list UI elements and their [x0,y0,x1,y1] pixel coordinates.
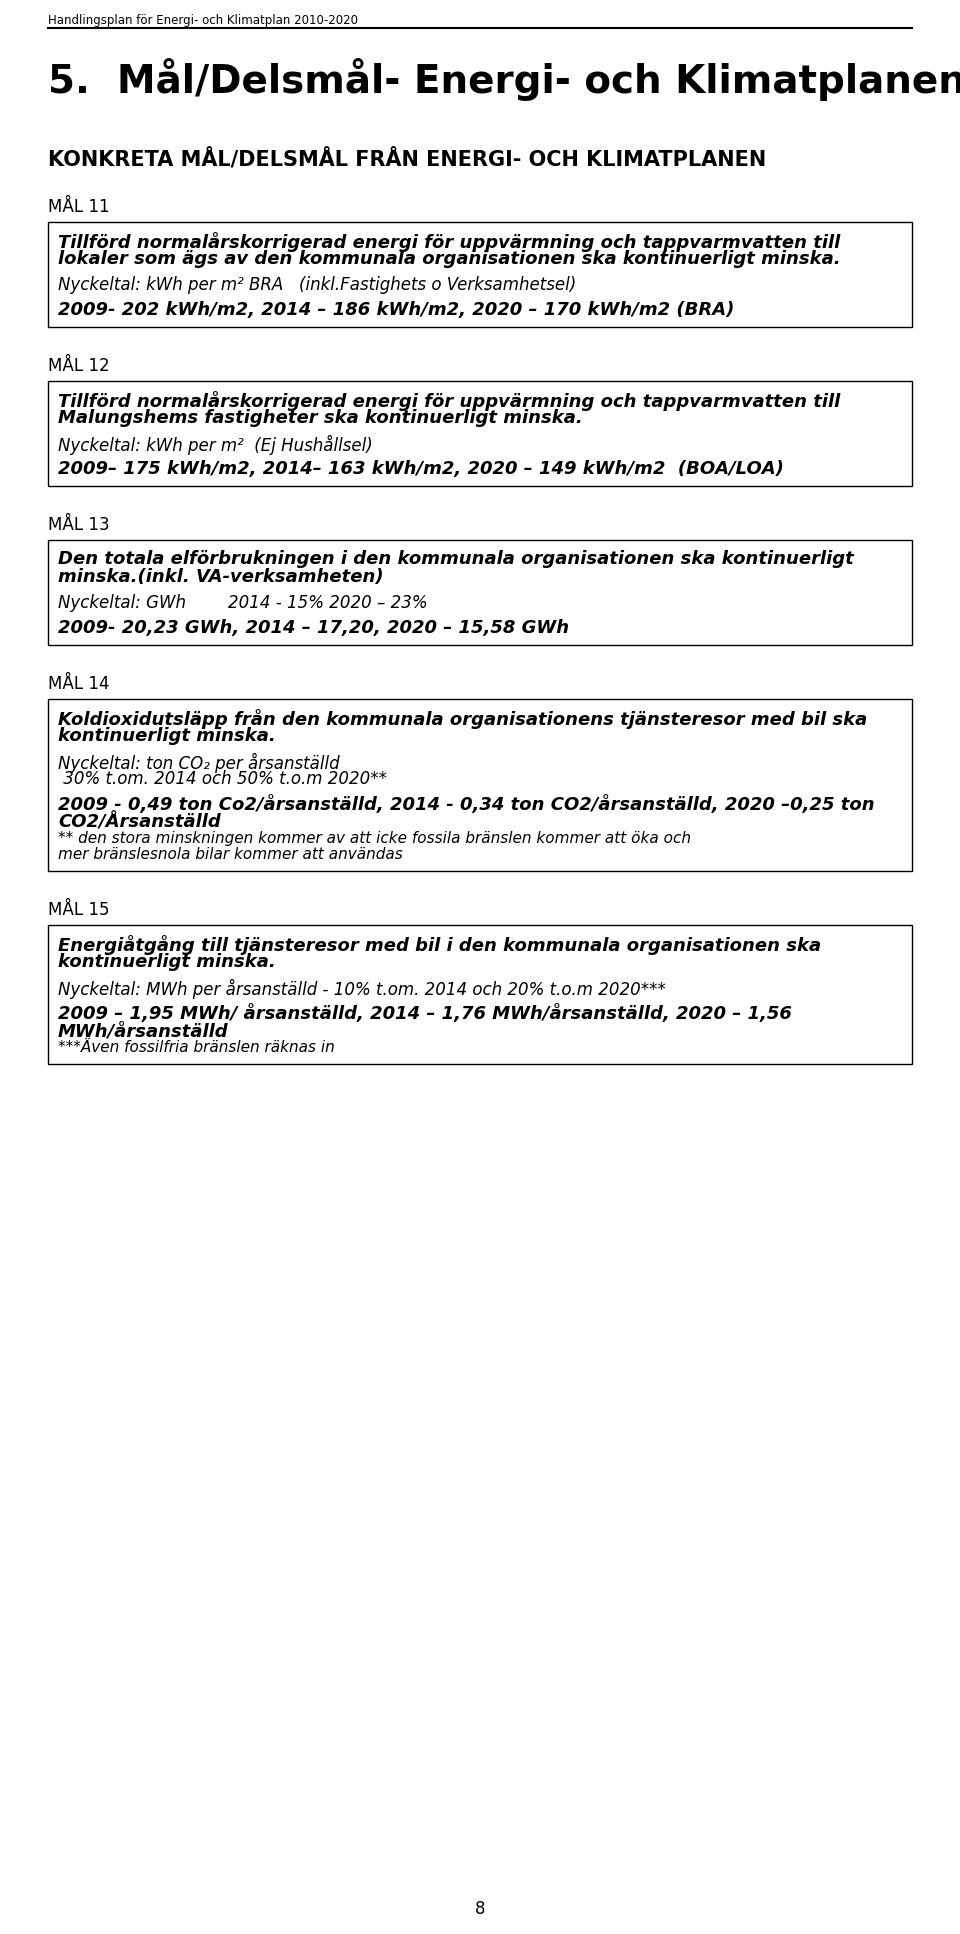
Text: 5.  Mål/Delsmål- Energi- och Klimatplanen: 5. Mål/Delsmål- Energi- och Klimatplanen [48,58,960,101]
Text: Koldioxidutsläpp från den kommunala organisationens tjänsteresor med bil ska: Koldioxidutsläpp från den kommunala orga… [58,710,867,729]
Text: 8: 8 [475,1899,485,1919]
Text: Tillförd normalårskorrigerad energi för uppvärmning och tappvarmvatten till: Tillförd normalårskorrigerad energi för … [58,391,840,412]
Bar [48,222,912,327]
Text: 2009- 20,23 GWh, 2014 – 17,20, 2020 – 15,58 GWh: 2009- 20,23 GWh, 2014 – 17,20, 2020 – 15… [58,619,569,636]
Bar [48,381,912,485]
Text: ***Även fossilfria bränslen räknas in: ***Även fossilfria bränslen räknas in [58,1040,335,1056]
Text: Nyckeltal: kWh per m²  (Ej Hushållsel): Nyckeltal: kWh per m² (Ej Hushållsel) [58,435,372,454]
Text: mer bränslesnola bilar kommer att användas: mer bränslesnola bilar kommer att använd… [58,847,403,863]
Text: Nyckeltal: MWh per årsanställd - 10% t.om. 2014 och 20% t.o.m 2020***: Nyckeltal: MWh per årsanställd - 10% t.o… [58,979,666,1000]
Text: CO2/Årsanställd: CO2/Årsanställd [58,812,221,832]
Text: kontinuerligt minska.: kontinuerligt minska. [58,953,276,971]
Text: MÅL 14: MÅL 14 [48,675,109,692]
Text: Energiåtgång till tjänsteresor med bil i den kommunala organisationen ska: Energiåtgång till tjänsteresor med bil i… [58,934,821,955]
Text: Den totala elförbrukningen i den kommunala organisationen ska kontinuerligt: Den totala elförbrukningen i den kommuna… [58,549,853,569]
Text: Nyckeltal: ton CO₂ per årsanställd: Nyckeltal: ton CO₂ per årsanställd [58,752,340,774]
Text: ** den stora minskningen kommer av att icke fossila bränslen kommer att öka och: ** den stora minskningen kommer av att i… [58,832,691,845]
Text: Nyckeltal: kWh per m² BRA   (inkl.Fastighets o Verksamhetsel): Nyckeltal: kWh per m² BRA (inkl.Fastighe… [58,277,576,294]
Text: Nyckeltal: GWh        2014 - 15% 2020 – 23%: Nyckeltal: GWh 2014 - 15% 2020 – 23% [58,594,427,611]
Bar [48,698,912,870]
Text: 2009 - 0,49 ton Co2/årsanställd, 2014 - 0,34 ton CO2/årsanställd, 2020 –0,25 ton: 2009 - 0,49 ton Co2/årsanställd, 2014 - … [58,795,875,814]
Text: Handlingsplan för Energi- och Klimatplan 2010-2020: Handlingsplan för Energi- och Klimatplan… [48,14,358,27]
Text: 2009- 202 kWh/m2, 2014 – 186 kWh/m2, 2020 – 170 kWh/m2 (BRA): 2009- 202 kWh/m2, 2014 – 186 kWh/m2, 202… [58,302,734,319]
Text: minska.(inkl. VA-verksamheten): minska.(inkl. VA-verksamheten) [58,569,384,586]
Text: 2009 – 1,95 MWh/ årsanställd, 2014 – 1,76 MWh/årsanställd, 2020 – 1,56: 2009 – 1,95 MWh/ årsanställd, 2014 – 1,7… [58,1004,792,1023]
Text: MWh/årsanställd: MWh/årsanställd [58,1021,228,1040]
Text: 30% t.om. 2014 och 50% t.o.m 2020**: 30% t.om. 2014 och 50% t.o.m 2020** [58,770,387,787]
Text: MÅL 12: MÅL 12 [48,358,109,375]
Text: MÅL 15: MÅL 15 [48,901,109,919]
Text: Malungshems fastigheter ska kontinuerligt minska.: Malungshems fastigheter ska kontinuerlig… [58,408,583,427]
Text: Tillförd normalårskorrigerad energi för uppvärmning och tappvarmvatten till: Tillförd normalårskorrigerad energi för … [58,232,840,251]
Text: lokaler som ägs av den kommunala organisationen ska kontinuerligt minska.: lokaler som ägs av den kommunala organis… [58,249,841,269]
Text: MÅL 11: MÅL 11 [48,197,109,217]
Bar [48,540,912,646]
Text: kontinuerligt minska.: kontinuerligt minska. [58,727,276,745]
Text: MÅL 13: MÅL 13 [48,516,109,534]
Text: 2009– 175 kWh/m2, 2014– 163 kWh/m2, 2020 – 149 kWh/m2  (BOA/LOA): 2009– 175 kWh/m2, 2014– 163 kWh/m2, 2020… [58,460,784,478]
Text: KONKRETA MÅL/DELSMÅL FRÅN ENERGI- OCH KLIMATPLANEN: KONKRETA MÅL/DELSMÅL FRÅN ENERGI- OCH KL… [48,149,766,170]
Bar [48,924,912,1064]
